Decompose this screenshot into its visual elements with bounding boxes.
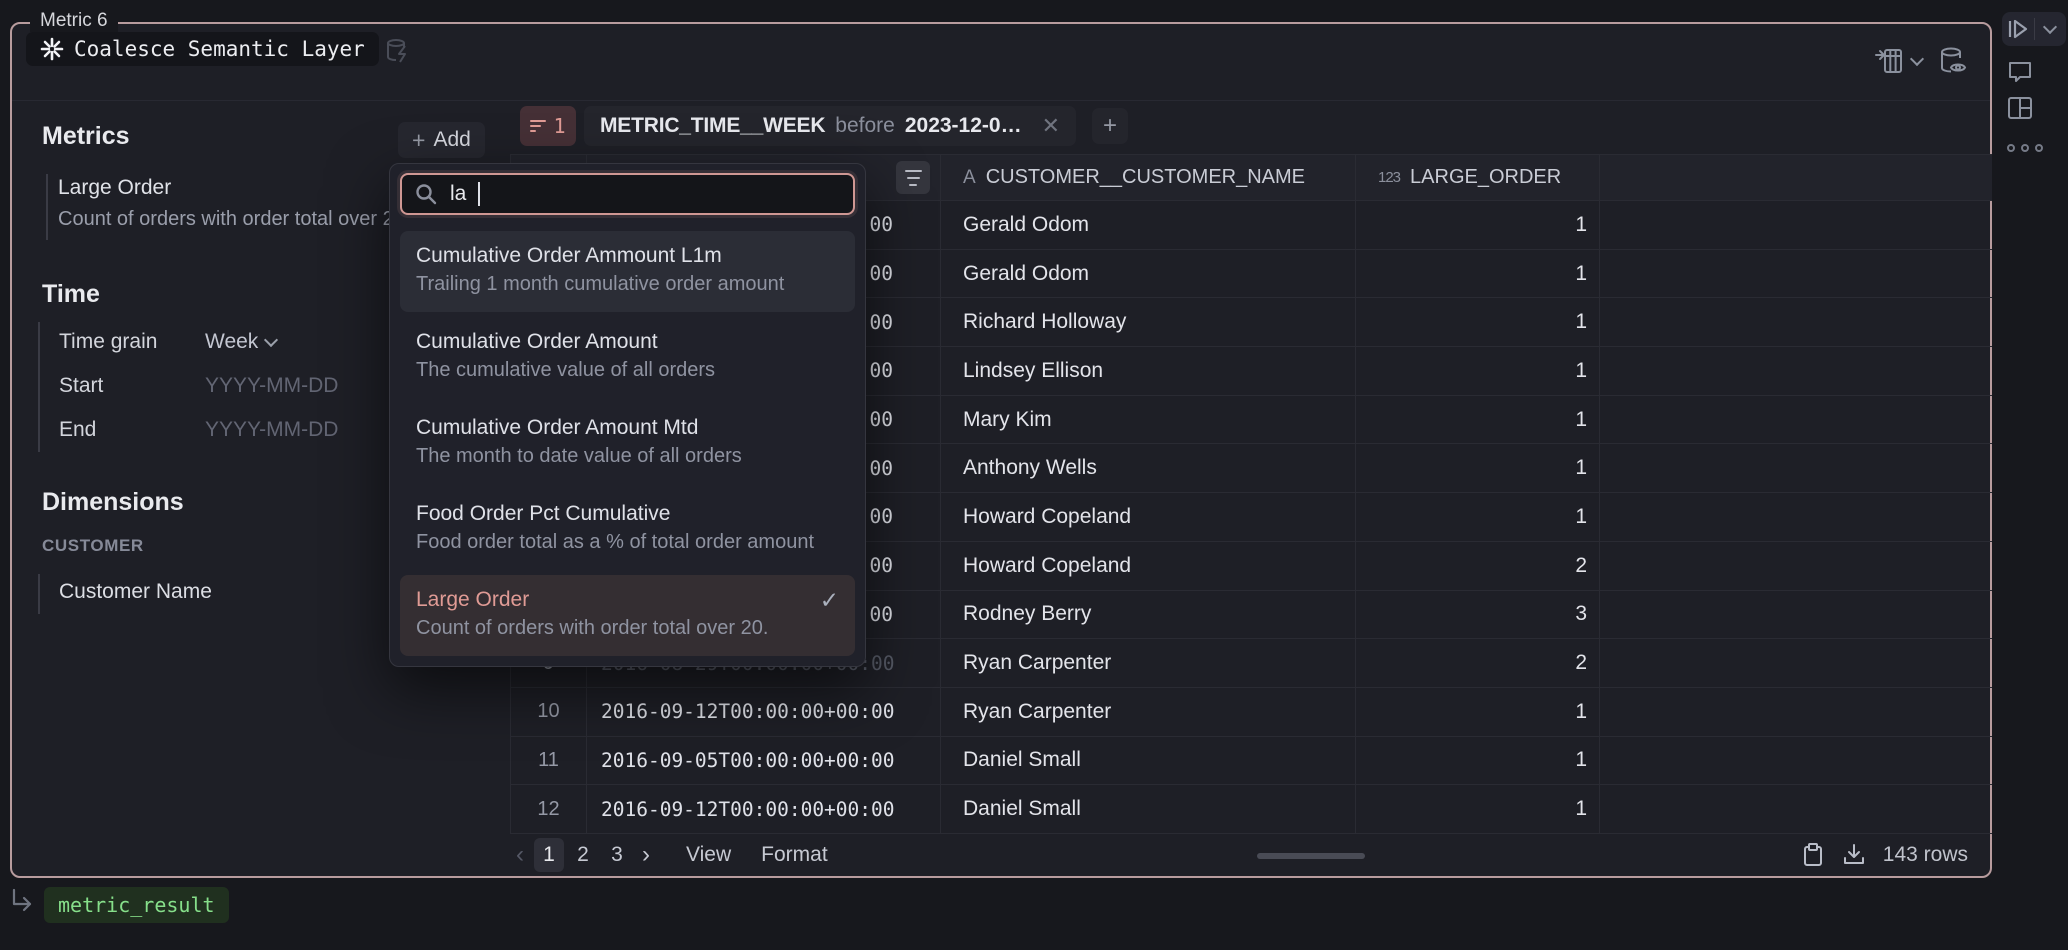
page-3-button[interactable]: 3 (611, 843, 623, 866)
database-lightning-icon (384, 38, 414, 64)
column-filter-active-icon[interactable] (896, 161, 930, 194)
run-options-button[interactable] (2035, 19, 2067, 35)
table-row: 2 00 Richard Holloway 1 (511, 298, 1992, 348)
results-table: A CUSTOMER__CUSTOMER_NAME 123 LARGE_ORDE… (510, 154, 1992, 834)
dimension-item[interactable]: Customer Name (59, 580, 212, 603)
metrics-heading: Metrics (42, 122, 130, 150)
comments-button[interactable] (2006, 58, 2034, 86)
chevron-down-icon (2043, 19, 2058, 35)
filter-field: METRIC_TIME__WEEK (600, 114, 826, 137)
send-to-table-button[interactable] (1874, 47, 1925, 75)
filter-icon (530, 117, 547, 135)
source-pill[interactable]: Coalesce Semantic Layer (26, 32, 379, 66)
metric-search-input[interactable]: la (400, 173, 855, 215)
plus-icon: + (412, 126, 426, 153)
page-1-button[interactable]: 1 (534, 838, 564, 872)
filter-operator: before (835, 114, 895, 137)
table-row: 12 2016-09-12T00:00:00+00:00 Daniel Smal… (511, 785, 1992, 834)
add-filter-button[interactable]: + (1092, 108, 1128, 144)
layout-button[interactable] (2006, 94, 2034, 122)
filter-count-badge[interactable]: 1 (520, 106, 576, 146)
cell-title: Metric 6 (30, 10, 118, 32)
copy-table-icon[interactable] (1801, 842, 1825, 868)
metric-option-selected[interactable]: Large Order ✓ Count of orders with order… (400, 575, 855, 656)
end-date-input[interactable]: YYYY-MM-DD (205, 418, 339, 441)
add-metric-button[interactable]: + Add (398, 122, 485, 158)
output-arrow-icon (8, 886, 36, 916)
output-variable[interactable]: metric_result (44, 887, 229, 923)
page-2-button[interactable]: 2 (577, 843, 589, 866)
view-tab[interactable]: View (686, 843, 732, 866)
metric-option[interactable]: Cumulative Order Amount Mtd The month to… (416, 416, 742, 467)
end-label: End (59, 418, 97, 441)
coalesce-snowflake-icon (40, 37, 64, 61)
number-type-icon: 123 (1378, 169, 1401, 186)
preview-query-button[interactable] (1938, 46, 1970, 76)
dimension-item-bar (38, 574, 40, 614)
time-grain-label: Time grain (59, 330, 158, 353)
format-tab[interactable]: Format (761, 843, 828, 866)
metric-item-bar (46, 174, 48, 240)
filter-value: 2023-12-0… (904, 114, 1022, 137)
column-header-large-order[interactable]: 123 LARGE_ORDER (1356, 155, 1600, 200)
chevron-down-icon (1909, 51, 1925, 67)
text-type-icon: A (963, 166, 976, 188)
next-page-button[interactable]: › (642, 841, 650, 868)
metric-option[interactable]: Cumulative Order Amount The cumulative v… (416, 330, 716, 381)
metric-cell: Coalesce Semantic Layer (10, 22, 1992, 878)
horizontal-scrollbar[interactable] (1257, 853, 1365, 859)
chevron-down-icon (264, 332, 279, 348)
metric-option[interactable]: Food Order Pct Cumulative Food order tot… (416, 502, 814, 553)
start-date-input[interactable]: YYYY-MM-DD (205, 374, 339, 397)
source-title: Coalesce Semantic Layer (74, 37, 365, 61)
run-icon (2002, 18, 2034, 40)
row-count: 143 rows (1882, 843, 1968, 866)
time-group-bar (38, 322, 40, 452)
selected-metric-description: Count of orders with order total over 20… (58, 208, 411, 230)
time-grain-select[interactable]: Week (205, 330, 279, 354)
check-icon: ✓ (819, 586, 839, 613)
more-options-button[interactable] (2007, 144, 2043, 152)
column-header-customer[interactable]: A CUSTOMER__CUSTOMER_NAME (941, 155, 1356, 200)
time-heading: Time (42, 280, 100, 308)
header-divider (12, 100, 1990, 101)
filter-chip[interactable]: METRIC_TIME__WEEK before 2023-12-0… ✕ (584, 106, 1077, 146)
table-row: 6 00 Howard Copeland 1 (511, 493, 1992, 542)
table-row: 10 2016-09-12T00:00:00+00:00 Ryan Carpen… (511, 687, 1992, 737)
table-row: 11 2016-09-05T00:00:00+00:00 Daniel Smal… (511, 736, 1992, 786)
prev-page-button[interactable]: ‹ (516, 841, 524, 868)
dimension-group-label: CUSTOMER (42, 536, 144, 555)
start-label: Start (59, 374, 104, 397)
selected-metric-name[interactable]: Large Order (58, 176, 172, 199)
download-icon[interactable] (1841, 842, 1867, 868)
metric-option[interactable]: Cumulative Order Ammount L1m Trailing 1 … (400, 231, 855, 312)
run-cell-button[interactable] (2002, 12, 2066, 46)
remove-filter-icon[interactable]: ✕ (1041, 113, 1061, 138)
search-icon (414, 182, 438, 206)
text-cursor (478, 182, 481, 206)
search-query: la (450, 182, 467, 205)
metric-search-dropdown: la Cumulative Order Ammount L1m Trailing… (389, 163, 866, 667)
dimensions-heading: Dimensions (42, 488, 184, 516)
